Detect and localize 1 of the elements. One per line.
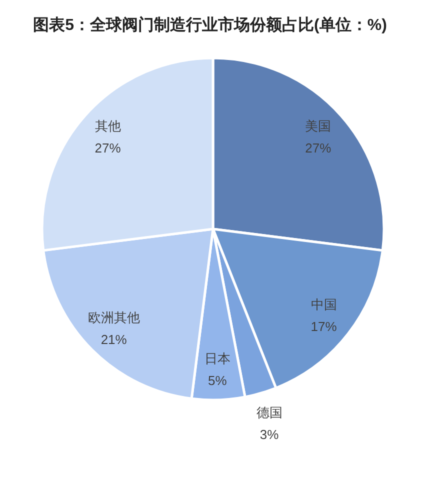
title: 图表5：全球阀门制造行业市场份额占比(单位：%) [33,17,387,34]
